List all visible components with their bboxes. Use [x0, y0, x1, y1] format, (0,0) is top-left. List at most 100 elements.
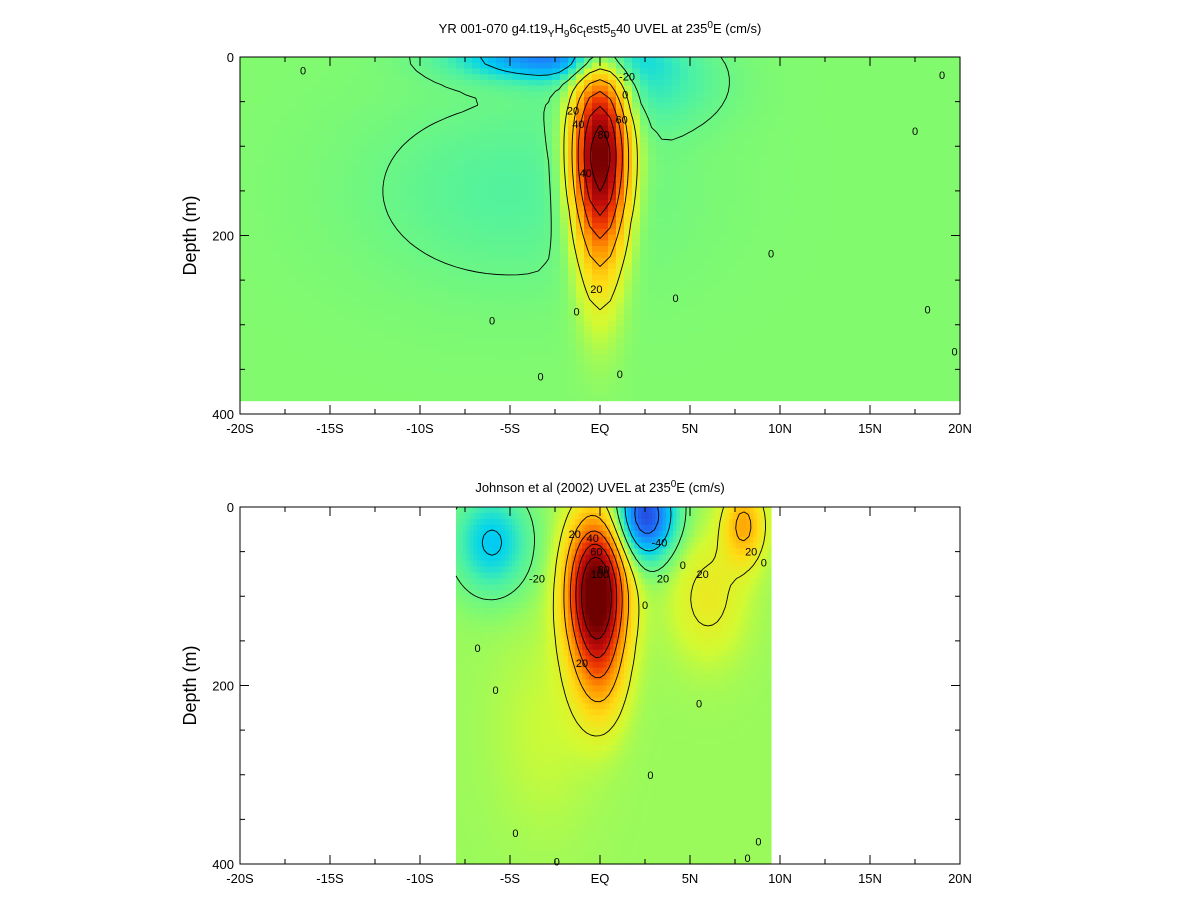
field-cell: [392, 62, 401, 70]
field-cell: [544, 200, 553, 207]
field-cell: [752, 79, 761, 87]
field-cell: [816, 326, 825, 333]
field-cell: [280, 274, 289, 281]
field-cell: [360, 171, 369, 178]
field-cell: [432, 326, 441, 333]
field-cell: [376, 331, 385, 339]
field-cell: [240, 97, 249, 104]
field-cell: [368, 303, 377, 310]
field-cell: [816, 383, 825, 390]
field-cell: [880, 194, 889, 201]
field-cell: [712, 251, 721, 259]
field-cell: [888, 85, 897, 92]
field-cell: [888, 291, 897, 299]
field-cell: [776, 85, 785, 92]
field-cell: [840, 366, 849, 373]
field-cell: [584, 108, 593, 115]
field-cell: [384, 79, 393, 87]
field-cell: [448, 326, 457, 333]
field-cell: [272, 360, 281, 367]
field-cell: [272, 377, 281, 385]
field-cell: [312, 234, 321, 241]
field-cell: [616, 343, 625, 350]
field-cell: [608, 268, 617, 276]
field-cell: [256, 303, 265, 310]
field-cell: [312, 91, 321, 98]
field-cell: [776, 394, 785, 402]
field-cell: [480, 377, 489, 385]
field-cell: [752, 394, 761, 402]
field-cell: [256, 377, 265, 385]
field-cell: [344, 314, 353, 322]
field-cell: [848, 389, 857, 396]
field-cell: [248, 308, 257, 316]
field-cell: [288, 360, 297, 367]
field-cell: [776, 177, 785, 184]
field-cell: [432, 291, 441, 299]
field-cell: [872, 74, 881, 81]
field-cell: [736, 165, 745, 173]
field-cell: [760, 234, 769, 241]
field-cell: [400, 228, 409, 236]
field-cell: [768, 165, 777, 173]
field-cell: [544, 280, 553, 287]
field-cell: [408, 160, 417, 167]
field-cell: [856, 108, 865, 115]
field-cell: [600, 171, 609, 178]
field-cell: [544, 268, 553, 276]
field-cell: [536, 366, 545, 373]
field-cell: [864, 97, 873, 104]
field-cell: [384, 131, 393, 138]
field-cell: [568, 125, 577, 133]
field-cell: [672, 148, 681, 155]
field-cell: [664, 394, 673, 402]
field-cell: [392, 354, 401, 362]
field-cell: [856, 360, 865, 367]
field-cell: [824, 331, 833, 339]
field-cell: [336, 177, 345, 184]
field-cell: [872, 148, 881, 155]
field-cell: [672, 171, 681, 178]
field-cell: [664, 268, 673, 276]
field-cell: [360, 154, 369, 161]
field-cell: [648, 274, 657, 281]
field-cell: [616, 160, 625, 167]
field-cell: [744, 200, 753, 207]
field-cell: [352, 366, 361, 373]
field-cell: [392, 268, 401, 276]
field-cell: [312, 74, 321, 81]
field-cell: [288, 257, 297, 264]
field-cell: [488, 79, 497, 87]
field-cell: [864, 257, 873, 264]
field-cell: [336, 394, 345, 402]
field-cell: [320, 205, 329, 213]
field-cell: [344, 371, 353, 379]
field-cell: [280, 154, 289, 161]
field-cell: [656, 97, 665, 104]
field-cell: [720, 223, 729, 230]
field-cell: [536, 349, 545, 356]
field-cell: [512, 171, 521, 178]
field-cell: [440, 217, 449, 224]
field-cell: [408, 74, 417, 81]
field-cell: [888, 160, 897, 167]
field-cell: [672, 240, 681, 247]
field-cell: [800, 114, 809, 121]
field-cell: [888, 68, 897, 75]
field-cell: [776, 171, 785, 178]
field-cell: [296, 257, 305, 264]
field-cell: [872, 211, 881, 218]
field-cell: [616, 263, 625, 270]
field-cell: [824, 303, 833, 310]
field-cell: [800, 120, 809, 127]
field-cell: [384, 120, 393, 127]
field-cell: [520, 137, 529, 144]
field-cell: [456, 200, 465, 207]
field-cell: [528, 131, 537, 138]
field-cell: [704, 331, 713, 339]
field-cell: [256, 371, 265, 379]
field-cell: [456, 263, 465, 270]
field-cell: [544, 297, 553, 304]
field-cell: [536, 148, 545, 155]
field-cell: [392, 68, 401, 75]
